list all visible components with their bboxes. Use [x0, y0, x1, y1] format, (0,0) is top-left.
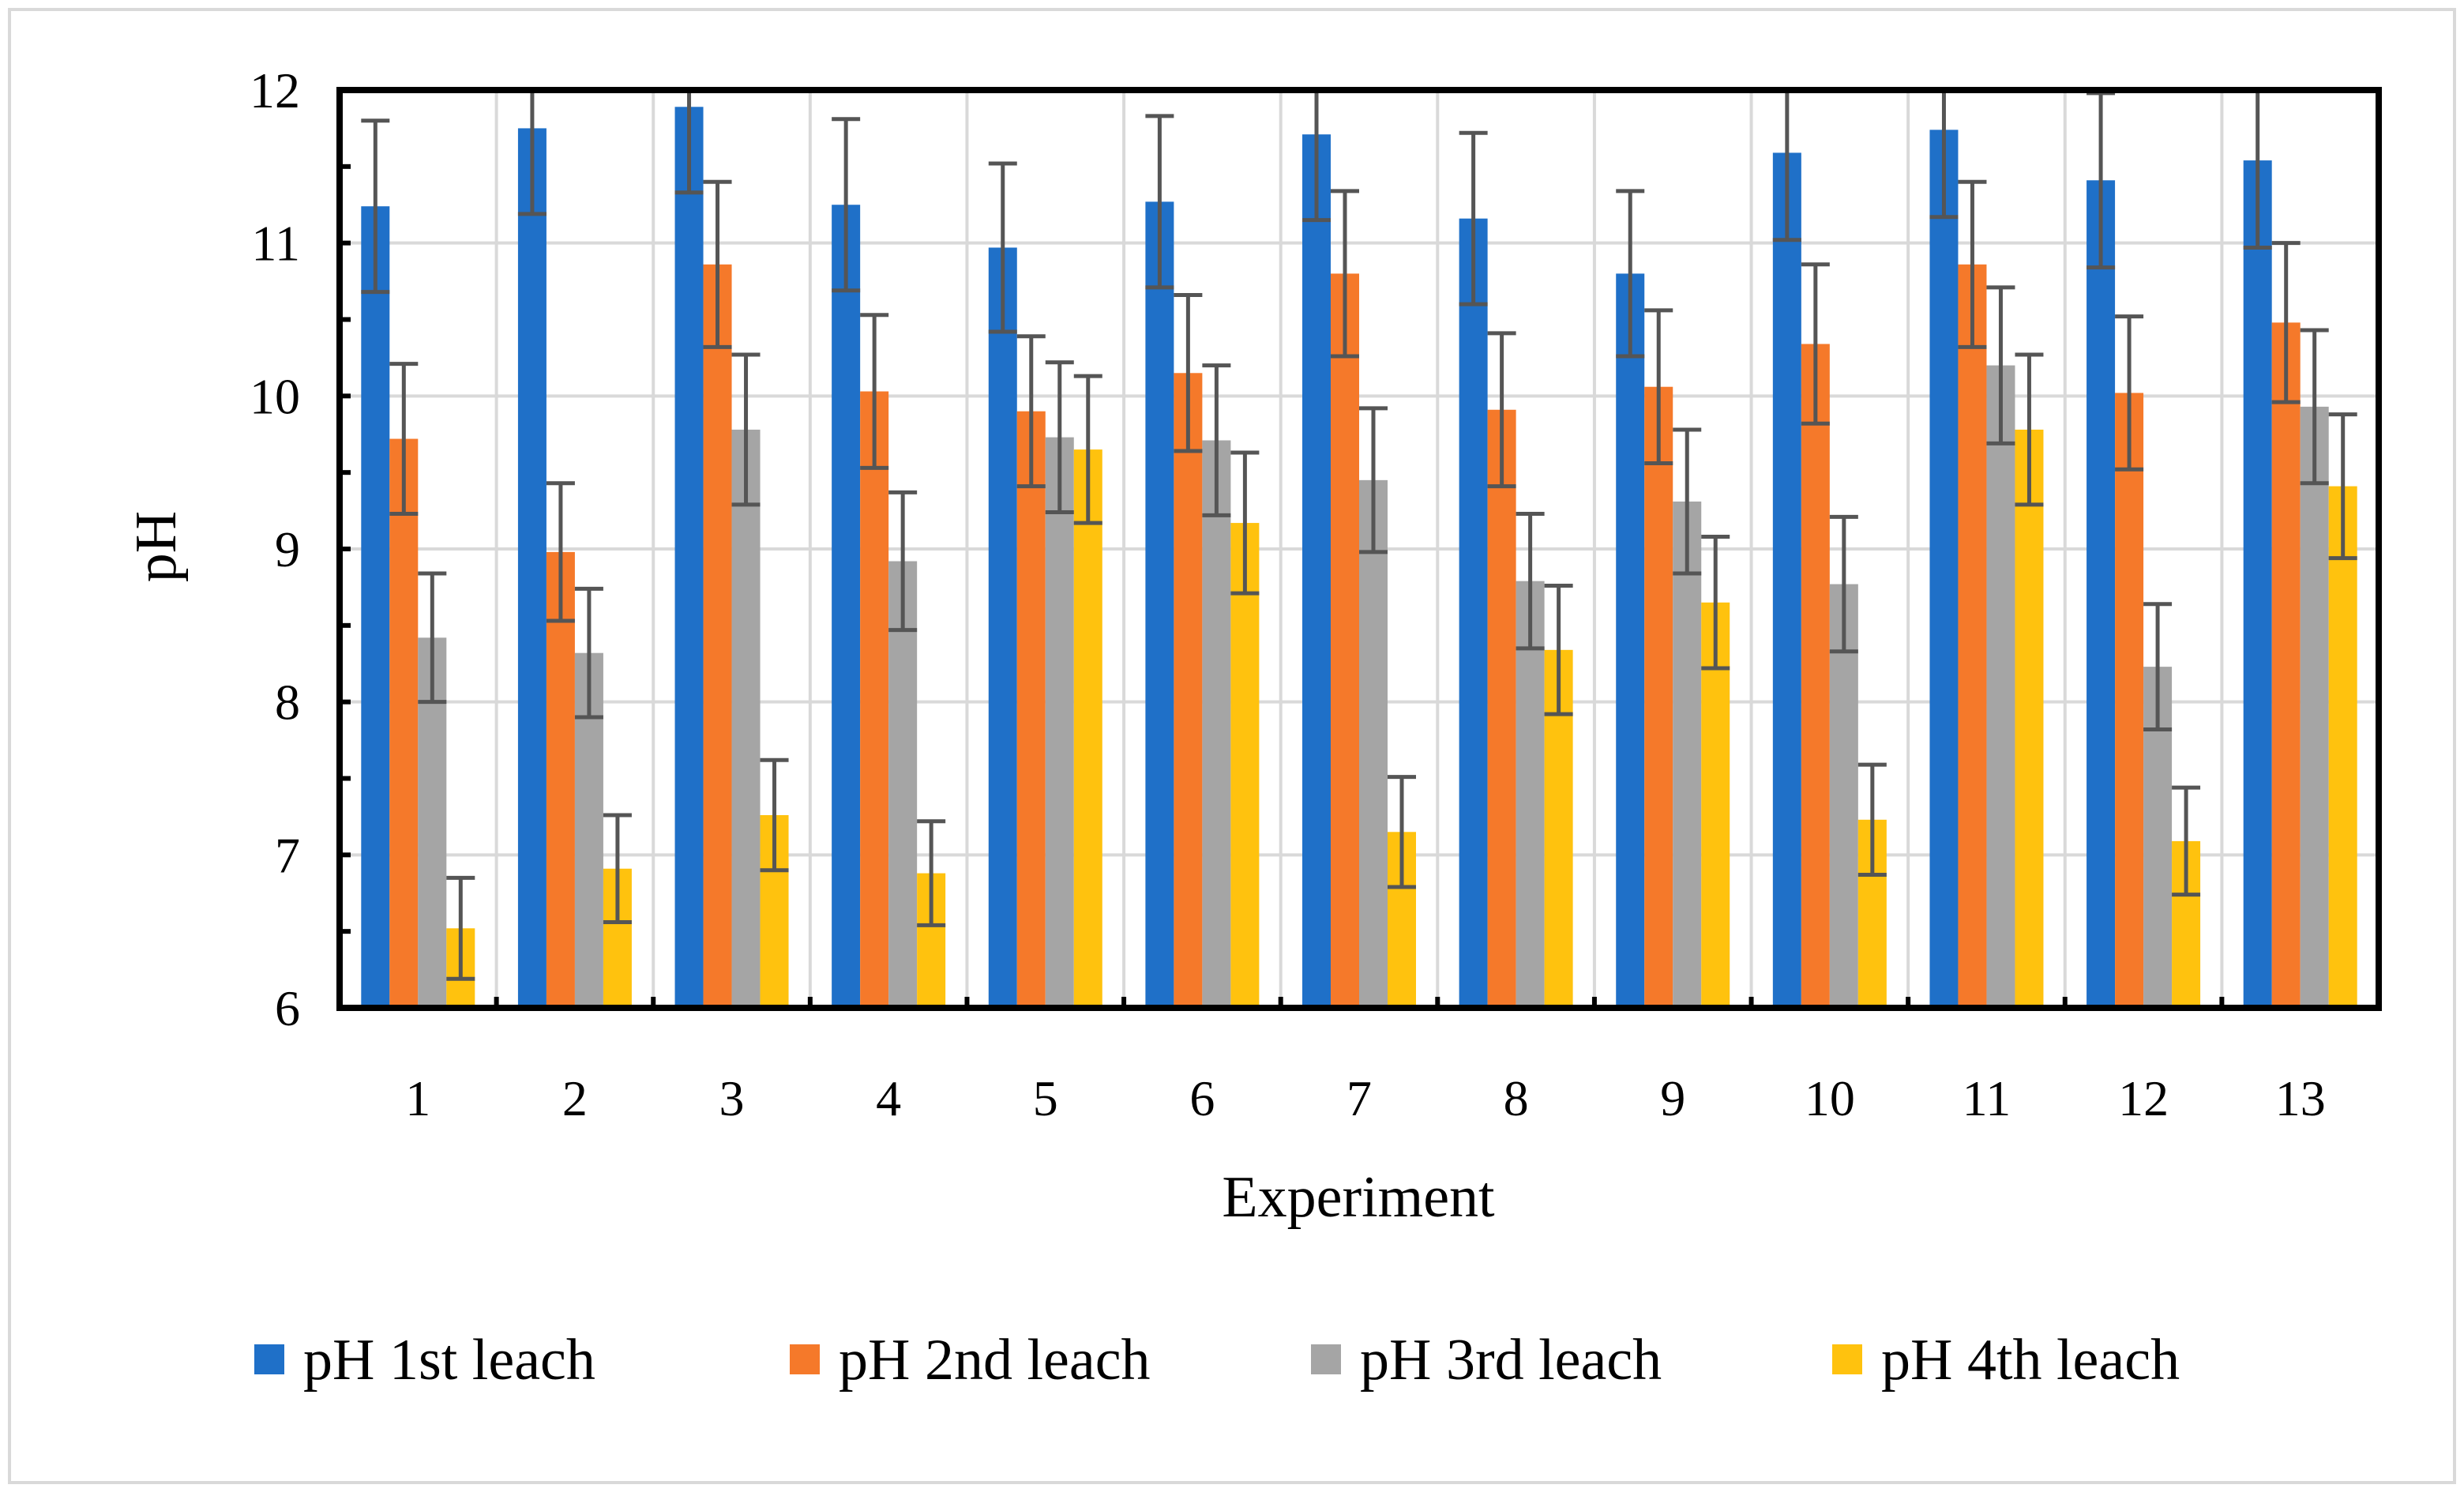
bar [674, 107, 704, 1008]
bar [1616, 273, 1645, 1008]
x-tick-label: 8 [1504, 1070, 1529, 1126]
bar [1202, 440, 1231, 1008]
bar [546, 551, 575, 1008]
x-tick-label: 6 [1189, 1070, 1215, 1126]
y-tick-label: 8 [275, 675, 300, 731]
legend-label: pH 2nd leach [839, 1328, 1151, 1393]
y-tick-label: 9 [275, 521, 300, 577]
bar [1644, 386, 1673, 1008]
bar [1516, 581, 1545, 1008]
legend-label: pH 3rd leach [1360, 1328, 1662, 1393]
y-tick-label: 6 [275, 980, 300, 1036]
error-bars-layer [361, 90, 2357, 981]
bar [517, 128, 547, 1009]
x-tick-label: 9 [1660, 1070, 1685, 1126]
bar [1958, 264, 1987, 1008]
bar [2300, 406, 2329, 1008]
x-tick-label: 5 [1033, 1070, 1058, 1126]
bar [888, 561, 918, 1008]
x-tick-label: 2 [562, 1070, 588, 1126]
bar [1331, 273, 1359, 1008]
bar [860, 391, 889, 1009]
y-tick-label: 10 [250, 368, 300, 424]
bar [1829, 584, 1858, 1008]
y-tick-label: 11 [251, 216, 300, 272]
bar [1174, 373, 1203, 1008]
bar [1302, 134, 1331, 1008]
bar [2271, 322, 2301, 1009]
bar [2015, 429, 2044, 1008]
x-axis-title: Experiment [1222, 1165, 1495, 1230]
x-tick-label: 13 [2275, 1070, 2326, 1126]
x-tick-label: 4 [876, 1070, 901, 1126]
bar [1045, 437, 1074, 1008]
bar [832, 205, 861, 1008]
x-tick-label: 12 [2118, 1070, 2169, 1126]
legend-swatch [790, 1344, 820, 1374]
y-axis-title: pH [124, 511, 189, 582]
legend: pH 1st leach pH 2nd leach pH 3rd leach pH 4… [254, 1328, 2180, 1393]
bar [1801, 344, 1830, 1008]
bar [389, 438, 419, 1008]
bar [2243, 160, 2272, 1008]
x-tick-label: 3 [719, 1070, 745, 1126]
bar [2115, 393, 2144, 1009]
legend-swatch [1311, 1344, 1341, 1374]
bar [361, 206, 390, 1009]
y-tick-label: 12 [250, 62, 300, 118]
bar [1016, 411, 1046, 1008]
bar [1145, 201, 1174, 1009]
bar [1986, 365, 2015, 1009]
x-tick-label: 7 [1347, 1070, 1372, 1126]
x-tick-label: 11 [1963, 1070, 2011, 1126]
bars-layer [361, 107, 2357, 1009]
x-tick-label: 1 [405, 1070, 430, 1126]
legend-label: pH 1st leach [303, 1328, 595, 1393]
bar [2328, 486, 2357, 1008]
bar [1230, 523, 1260, 1008]
legend-swatch [254, 1344, 284, 1374]
bar [1459, 218, 1488, 1008]
legend-swatch [1832, 1344, 1862, 1374]
bar [703, 264, 732, 1008]
bar [1073, 449, 1102, 1008]
bar [988, 247, 1017, 1008]
bar [1673, 501, 1702, 1008]
bar [1487, 409, 1516, 1008]
legend-label: pH 4th leach [1881, 1328, 2180, 1393]
bar [731, 429, 761, 1008]
y-tick-label: 7 [275, 827, 300, 883]
bar [2087, 180, 2116, 1009]
x-tick-label: 10 [1805, 1070, 1855, 1126]
bar [1929, 130, 1959, 1009]
bar [1359, 479, 1388, 1008]
bar [1772, 152, 1801, 1009]
